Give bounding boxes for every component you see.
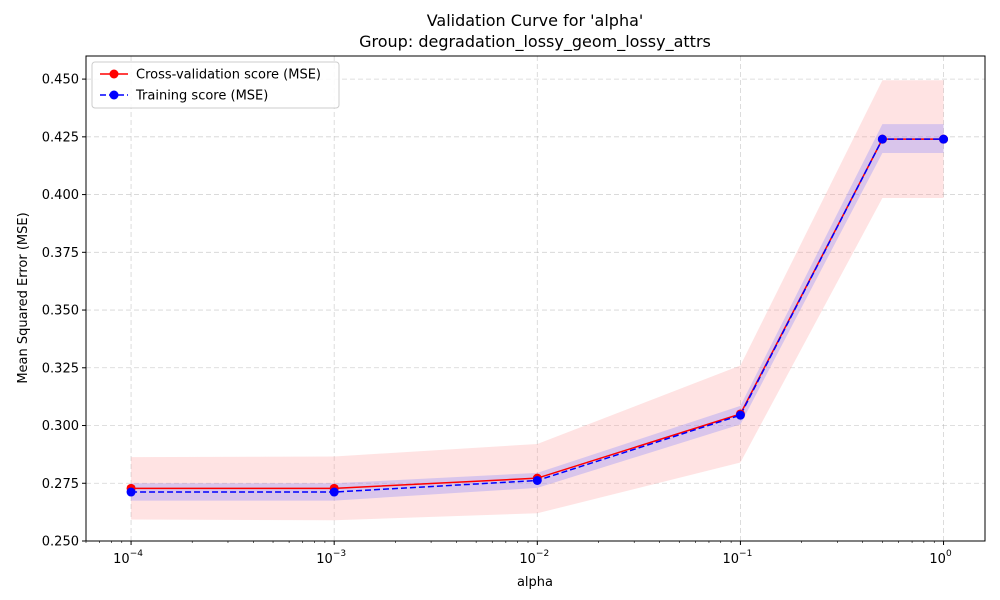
y-tick-label: 0.275: [42, 477, 79, 492]
y-tick-label: 0.425: [42, 130, 79, 145]
y-tick-label: 0.350: [42, 304, 79, 319]
plot-frame: [85, 55, 986, 542]
x-axis-label: alpha: [517, 575, 553, 590]
legend-marker: [109, 69, 119, 79]
legend-label: Training score (MSE): [135, 89, 268, 104]
std-band: [131, 124, 944, 501]
data-point: [877, 134, 887, 144]
chart-title: Validation Curve for 'alpha': [427, 11, 644, 30]
y-tick-label: 0.375: [42, 246, 79, 261]
y-tick-label: 0.300: [42, 419, 79, 434]
x-tick-label: 100: [929, 549, 952, 567]
legend-label: Cross-validation score (MSE): [136, 68, 321, 83]
x-tick-label: 10−4: [113, 549, 143, 567]
y-tick-label: 0.325: [42, 361, 79, 376]
data-point: [532, 475, 542, 485]
series-points: [126, 134, 949, 497]
data-point: [735, 410, 745, 420]
series-line: [131, 138, 944, 493]
legend-marker: [109, 90, 119, 100]
chart-subtitle: Group: degradation_lossy_geom_lossy_attr…: [359, 32, 711, 52]
legend: Cross-validation score (MSE) Training sco…: [91, 61, 340, 109]
y-axis-ticks: 0.250 0.275 0.300 0.325 0.350 0.375 0.400 0.425…: [42, 73, 86, 550]
y-axis-label: Mean Squared Error (MSE): [16, 212, 31, 383]
data-point: [329, 487, 339, 497]
x-tick-label: 10−3: [316, 549, 346, 567]
y-tick-label: 0.400: [42, 188, 79, 203]
legend-box: [91, 61, 340, 109]
y-tick-label: 0.450: [42, 73, 79, 88]
x-tick-label: 10−2: [519, 549, 549, 567]
y-tick-label: 0.250: [42, 535, 79, 550]
data-point: [126, 487, 136, 497]
x-axis-ticks: 10−4 10−3 10−2 10−1 100: [85, 541, 952, 567]
x-tick-label: 10−1: [723, 549, 753, 567]
series-lines: [131, 138, 944, 493]
data-point: [939, 134, 949, 144]
